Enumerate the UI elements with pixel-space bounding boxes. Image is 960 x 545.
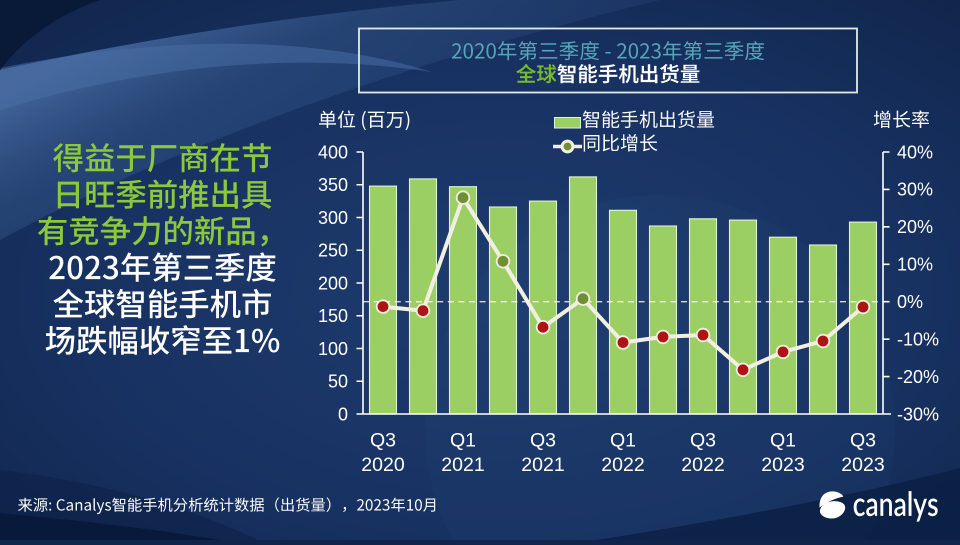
svg-text:2022: 2022 bbox=[601, 454, 644, 476]
svg-text:200: 200 bbox=[318, 273, 348, 293]
svg-text:2022: 2022 bbox=[681, 454, 724, 476]
svg-text:Q3: Q3 bbox=[690, 430, 716, 452]
svg-text:10%: 10% bbox=[897, 255, 933, 275]
svg-text:-30%: -30% bbox=[897, 404, 939, 424]
svg-text:350: 350 bbox=[318, 175, 348, 195]
svg-text:Q1: Q1 bbox=[450, 430, 476, 452]
svg-text:50: 50 bbox=[328, 372, 348, 392]
svg-text:30%: 30% bbox=[897, 180, 933, 200]
svg-text:2021: 2021 bbox=[521, 454, 564, 476]
svg-text:100: 100 bbox=[318, 339, 348, 359]
svg-text:-20%: -20% bbox=[897, 367, 939, 387]
svg-text:40%: 40% bbox=[897, 142, 933, 162]
svg-text:0: 0 bbox=[338, 404, 348, 424]
svg-text:2020: 2020 bbox=[361, 454, 405, 476]
svg-text:2023: 2023 bbox=[761, 454, 804, 476]
svg-text:2021: 2021 bbox=[441, 454, 484, 476]
svg-text:Q3: Q3 bbox=[850, 430, 876, 452]
svg-text:0%: 0% bbox=[897, 292, 923, 312]
svg-text:Q1: Q1 bbox=[610, 430, 636, 452]
svg-text:Q1: Q1 bbox=[770, 430, 796, 452]
svg-text:Q3: Q3 bbox=[370, 430, 396, 452]
svg-text:2023: 2023 bbox=[841, 454, 884, 476]
svg-text:400: 400 bbox=[318, 142, 348, 162]
svg-text:250: 250 bbox=[318, 241, 348, 261]
svg-text:20%: 20% bbox=[897, 217, 933, 237]
svg-text:Q3: Q3 bbox=[530, 430, 556, 452]
svg-text:300: 300 bbox=[318, 208, 348, 228]
svg-text:-10%: -10% bbox=[897, 329, 939, 349]
svg-text:150: 150 bbox=[318, 306, 348, 326]
